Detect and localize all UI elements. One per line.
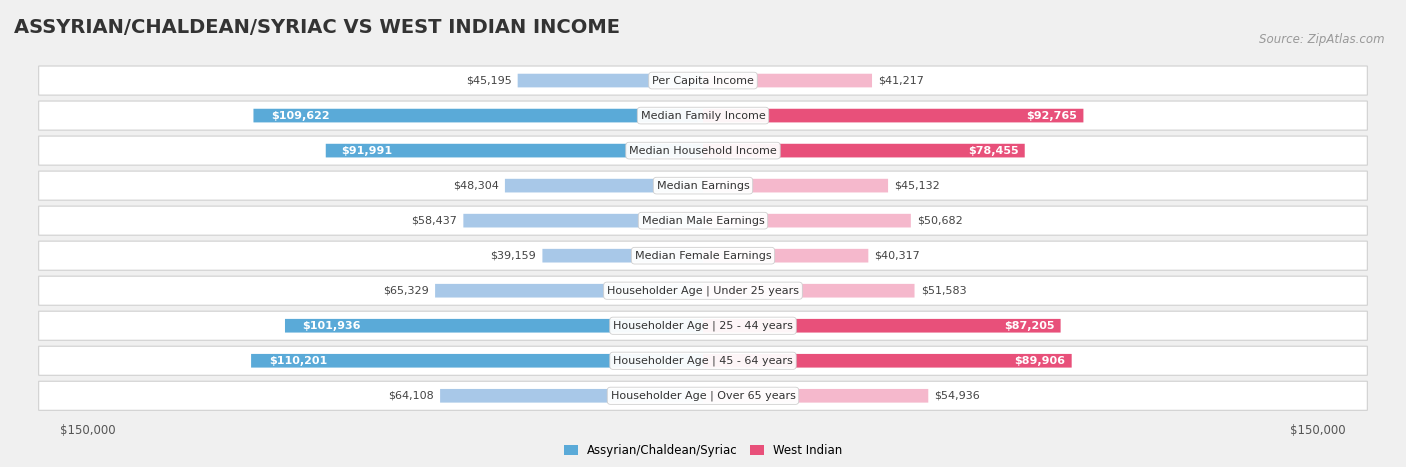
FancyBboxPatch shape <box>703 179 889 192</box>
Text: Householder Age | 45 - 64 years: Householder Age | 45 - 64 years <box>613 355 793 366</box>
Text: $58,437: $58,437 <box>412 216 457 226</box>
FancyBboxPatch shape <box>440 389 703 403</box>
Text: $109,622: $109,622 <box>271 111 330 120</box>
FancyBboxPatch shape <box>703 249 869 262</box>
FancyBboxPatch shape <box>703 74 872 87</box>
Text: Median Household Income: Median Household Income <box>628 146 778 156</box>
Text: $89,906: $89,906 <box>1015 356 1066 366</box>
Text: $40,317: $40,317 <box>875 251 921 261</box>
FancyBboxPatch shape <box>38 206 1368 235</box>
Text: ASSYRIAN/CHALDEAN/SYRIAC VS WEST INDIAN INCOME: ASSYRIAN/CHALDEAN/SYRIAC VS WEST INDIAN … <box>14 18 620 37</box>
FancyBboxPatch shape <box>434 284 703 297</box>
FancyBboxPatch shape <box>252 354 703 368</box>
Text: $51,583: $51,583 <box>921 286 966 296</box>
Text: $48,304: $48,304 <box>453 181 499 191</box>
FancyBboxPatch shape <box>253 109 703 122</box>
FancyBboxPatch shape <box>285 319 703 333</box>
Legend: Assyrian/Chaldean/Syriac, West Indian: Assyrian/Chaldean/Syriac, West Indian <box>558 439 848 462</box>
Text: $50,682: $50,682 <box>917 216 963 226</box>
Text: $101,936: $101,936 <box>302 321 360 331</box>
Text: Householder Age | Under 25 years: Householder Age | Under 25 years <box>607 285 799 296</box>
Text: $54,936: $54,936 <box>935 391 980 401</box>
FancyBboxPatch shape <box>38 381 1368 410</box>
FancyBboxPatch shape <box>703 109 1084 122</box>
Text: Median Earnings: Median Earnings <box>657 181 749 191</box>
FancyBboxPatch shape <box>38 241 1368 270</box>
FancyBboxPatch shape <box>703 214 911 227</box>
Text: $65,329: $65,329 <box>384 286 429 296</box>
Text: $78,455: $78,455 <box>967 146 1018 156</box>
FancyBboxPatch shape <box>38 311 1368 340</box>
Text: Median Female Earnings: Median Female Earnings <box>634 251 772 261</box>
FancyBboxPatch shape <box>326 144 703 157</box>
FancyBboxPatch shape <box>464 214 703 227</box>
FancyBboxPatch shape <box>517 74 703 87</box>
Text: Median Male Earnings: Median Male Earnings <box>641 216 765 226</box>
FancyBboxPatch shape <box>703 284 914 297</box>
Text: Householder Age | Over 65 years: Householder Age | Over 65 years <box>610 390 796 401</box>
Text: $87,205: $87,205 <box>1004 321 1054 331</box>
Text: Median Family Income: Median Family Income <box>641 111 765 120</box>
Text: $91,991: $91,991 <box>340 146 392 156</box>
Text: $45,132: $45,132 <box>894 181 941 191</box>
FancyBboxPatch shape <box>38 136 1368 165</box>
FancyBboxPatch shape <box>38 171 1368 200</box>
Text: Source: ZipAtlas.com: Source: ZipAtlas.com <box>1260 33 1385 46</box>
FancyBboxPatch shape <box>703 354 1071 368</box>
Text: $39,159: $39,159 <box>491 251 536 261</box>
Text: Householder Age | 25 - 44 years: Householder Age | 25 - 44 years <box>613 320 793 331</box>
FancyBboxPatch shape <box>703 389 928 403</box>
FancyBboxPatch shape <box>505 179 703 192</box>
FancyBboxPatch shape <box>543 249 703 262</box>
Text: $45,195: $45,195 <box>465 76 512 85</box>
Text: Per Capita Income: Per Capita Income <box>652 76 754 85</box>
Text: $110,201: $110,201 <box>269 356 328 366</box>
FancyBboxPatch shape <box>38 346 1368 375</box>
FancyBboxPatch shape <box>38 66 1368 95</box>
FancyBboxPatch shape <box>38 101 1368 130</box>
Text: $92,765: $92,765 <box>1026 111 1077 120</box>
FancyBboxPatch shape <box>703 319 1060 333</box>
FancyBboxPatch shape <box>38 276 1368 305</box>
FancyBboxPatch shape <box>703 144 1025 157</box>
Text: $41,217: $41,217 <box>879 76 924 85</box>
Text: $64,108: $64,108 <box>388 391 434 401</box>
